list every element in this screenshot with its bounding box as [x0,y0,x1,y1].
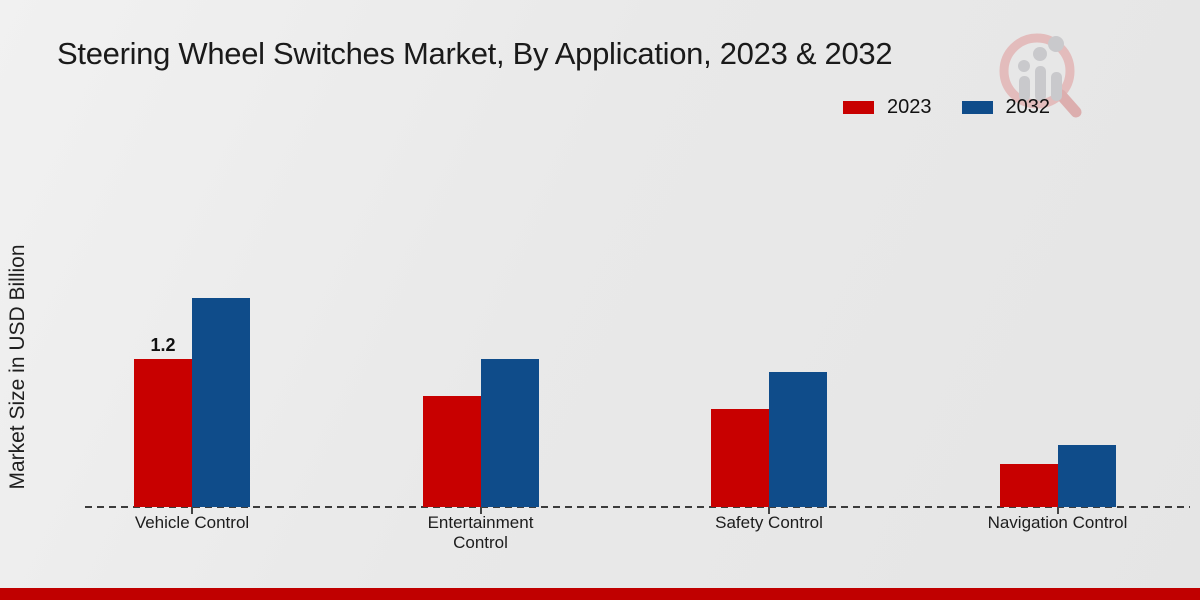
category-label-vehicle-control: Vehicle Control [134,513,250,532]
footer-accent-band [0,588,1200,600]
legend-swatch-2032 [961,101,993,114]
legend-item-2023: 2023 [843,96,932,119]
bar-2032-navigation-control [1057,445,1116,507]
bar-2032-entertainment-control [480,359,539,507]
axis-tick-vehicle-control [191,507,193,514]
x-axis-baseline [85,506,1190,508]
axis-tick-entertainment-control [479,507,482,514]
data-label-2023-vehicle-control: 1.2 [150,335,176,355]
category-label-safety-control: Safety Control [715,513,823,532]
axis-tick-navigation-control [1056,507,1059,514]
legend-label: 2032 [1005,96,1051,118]
legend-label: 2023 [887,96,932,118]
legend-swatch-2023 [843,101,874,114]
bar-2032-safety-control [769,372,827,507]
bar-2032-vehicle-control [192,298,250,507]
legend: 2023 2032 [843,96,1050,119]
bar-2023-vehicle-control [134,359,192,507]
bar-2023-safety-control [711,409,769,507]
category-label-navigation-control: Navigation Control [987,513,1128,532]
magnifier-bar-chart-logo-icon [999,33,1082,118]
legend-item-2032: 2032 [961,96,1051,119]
axis-tick-safety-control [768,507,770,514]
bar-2023-navigation-control [999,464,1058,507]
chart-title: Steering Wheel Switches Market, By Appli… [57,36,893,71]
bar-2023-entertainment-control [422,396,481,507]
category-label-entertainment-control: Entertainment Control [427,513,534,553]
